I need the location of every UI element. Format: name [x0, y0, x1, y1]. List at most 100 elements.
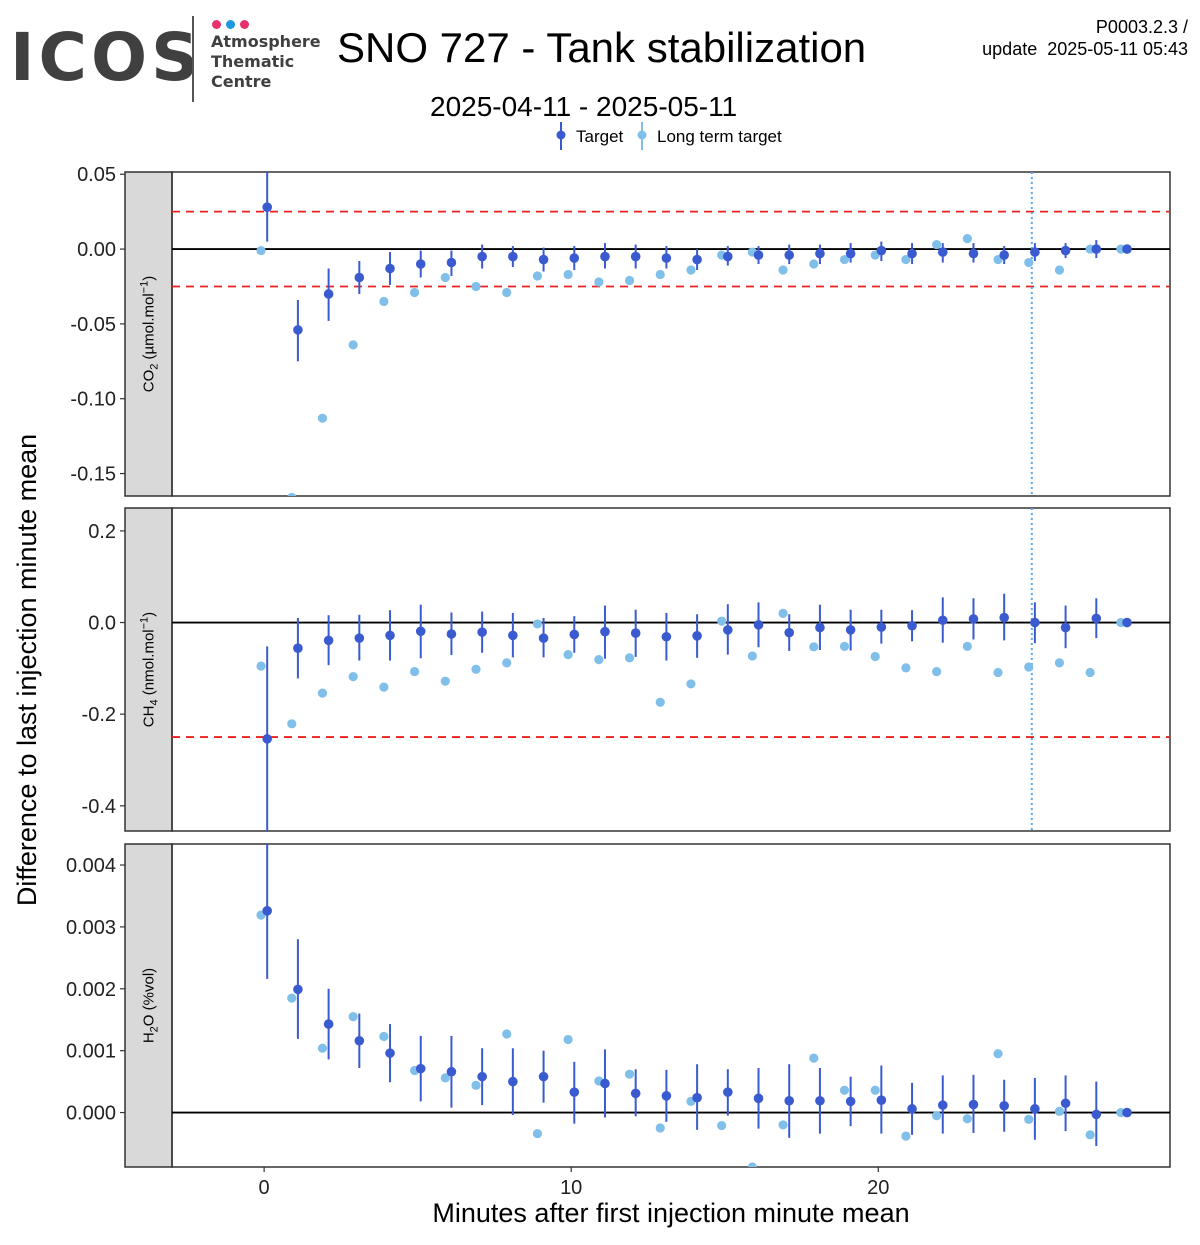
y-tick-label: -0.4	[82, 796, 116, 818]
long-term-point	[379, 682, 389, 692]
strip-label-part: CO	[141, 370, 158, 393]
logo-line-3: Centre	[211, 72, 272, 91]
target-point	[845, 1096, 856, 1107]
strip-label-part: −1	[139, 281, 151, 294]
panel-plot	[172, 508, 1170, 831]
long-term-point	[1054, 1106, 1065, 1116]
long-term-point	[839, 1085, 850, 1095]
target-point	[415, 1063, 426, 1074]
target-point	[723, 1087, 733, 1097]
target-point	[323, 1019, 334, 1029]
target-point	[508, 630, 518, 641]
legend-label: Target	[576, 127, 624, 146]
long-term-point	[870, 651, 880, 662]
panel-strip	[124, 843, 173, 1168]
long-term-point	[256, 661, 266, 671]
target-point	[1030, 1104, 1040, 1114]
target-point	[354, 272, 365, 283]
long-term-point	[563, 650, 573, 660]
target-point	[446, 1066, 457, 1077]
long-term-point	[809, 642, 819, 652]
target-point	[661, 253, 672, 263]
target-point	[446, 629, 457, 639]
target-point	[293, 984, 303, 995]
long-term-point	[1024, 1114, 1034, 1124]
long-term-point	[624, 653, 635, 663]
panel-1: CH4 (nmol.mol−1) 0.2 0.0 -0.2 -0.4	[82, 507, 1171, 832]
icos-logo: ICOS	[10, 19, 203, 96]
target-point	[630, 1088, 641, 1099]
target-point	[937, 247, 948, 257]
long-term-point	[686, 679, 696, 689]
strip-label-part: (nmol.mol	[141, 629, 158, 699]
strip-label-part: 2	[149, 364, 161, 370]
panel-plot	[172, 844, 1170, 1167]
strip-label: CO2 (µmol.mol−1)	[139, 276, 161, 392]
y-tick-label: 0.001	[66, 1041, 116, 1063]
long-term-point	[839, 641, 850, 651]
panel-2: H2O (%vol) 0.004 0.003 0.002 0.001 0.000	[66, 843, 1171, 1168]
long-term-point	[624, 275, 635, 286]
target-point	[415, 626, 426, 637]
target-point	[1122, 617, 1132, 628]
long-term-point	[778, 1120, 788, 1130]
target-point	[1030, 247, 1040, 257]
long-term-point	[1024, 662, 1034, 672]
target-point	[630, 251, 641, 262]
long-term-point	[624, 1069, 635, 1079]
target-point	[569, 629, 580, 640]
y-tick-label: 0.002	[66, 979, 116, 1001]
y-tick-label: -0.10	[70, 389, 116, 411]
long-term-point	[717, 1120, 727, 1131]
long-term-point	[778, 608, 788, 618]
target-point	[876, 1095, 887, 1105]
target-point	[262, 906, 272, 916]
target-point	[323, 635, 334, 646]
target-point	[753, 250, 764, 260]
long-term-point	[1085, 1130, 1095, 1140]
strip-label-part: 2	[149, 1026, 161, 1032]
version-line-1: P0003.2.3 /	[1095, 17, 1188, 37]
long-term-point	[901, 663, 911, 673]
long-term-point	[962, 641, 972, 651]
logo-subtitle: Atmosphere Thematic Centre	[211, 32, 321, 92]
target-point	[1030, 617, 1040, 628]
target-point	[508, 1076, 518, 1087]
target-point	[323, 289, 334, 299]
target-point	[784, 1095, 795, 1106]
target-point	[538, 633, 549, 643]
long-term-point	[778, 265, 788, 275]
target-point	[661, 631, 672, 642]
target-point	[907, 248, 917, 259]
target-point	[784, 250, 795, 260]
long-term-point	[932, 239, 942, 250]
panel-border	[171, 843, 1171, 1168]
legend: Target Long term target	[556, 122, 782, 150]
target-point	[845, 248, 856, 259]
target-point	[815, 248, 825, 259]
target-point	[999, 1100, 1009, 1111]
y-tick-label: 0.000	[66, 1103, 116, 1125]
target-point	[1091, 613, 1102, 624]
target-point	[815, 1095, 825, 1106]
target-point	[876, 622, 887, 632]
target-point	[385, 263, 395, 274]
long-term-point	[502, 658, 512, 668]
x-tick-label: 10	[560, 1177, 582, 1199]
long-term-point	[409, 287, 420, 298]
target-point	[262, 202, 272, 212]
target-point	[692, 254, 702, 265]
long-term-point	[747, 651, 757, 661]
target-point	[968, 1099, 979, 1110]
target-point	[692, 1092, 702, 1103]
target-point	[600, 251, 610, 262]
long-term-point	[502, 1029, 512, 1039]
long-term-point	[440, 676, 450, 686]
panel-border	[171, 171, 1171, 497]
date-range: 2025-04-11 - 2025-05-11	[430, 91, 738, 122]
chart-title: SNO 727 - Tank stabilization	[337, 24, 867, 71]
target-point	[876, 245, 887, 256]
long-term-point	[317, 413, 328, 423]
target-point	[385, 630, 395, 641]
